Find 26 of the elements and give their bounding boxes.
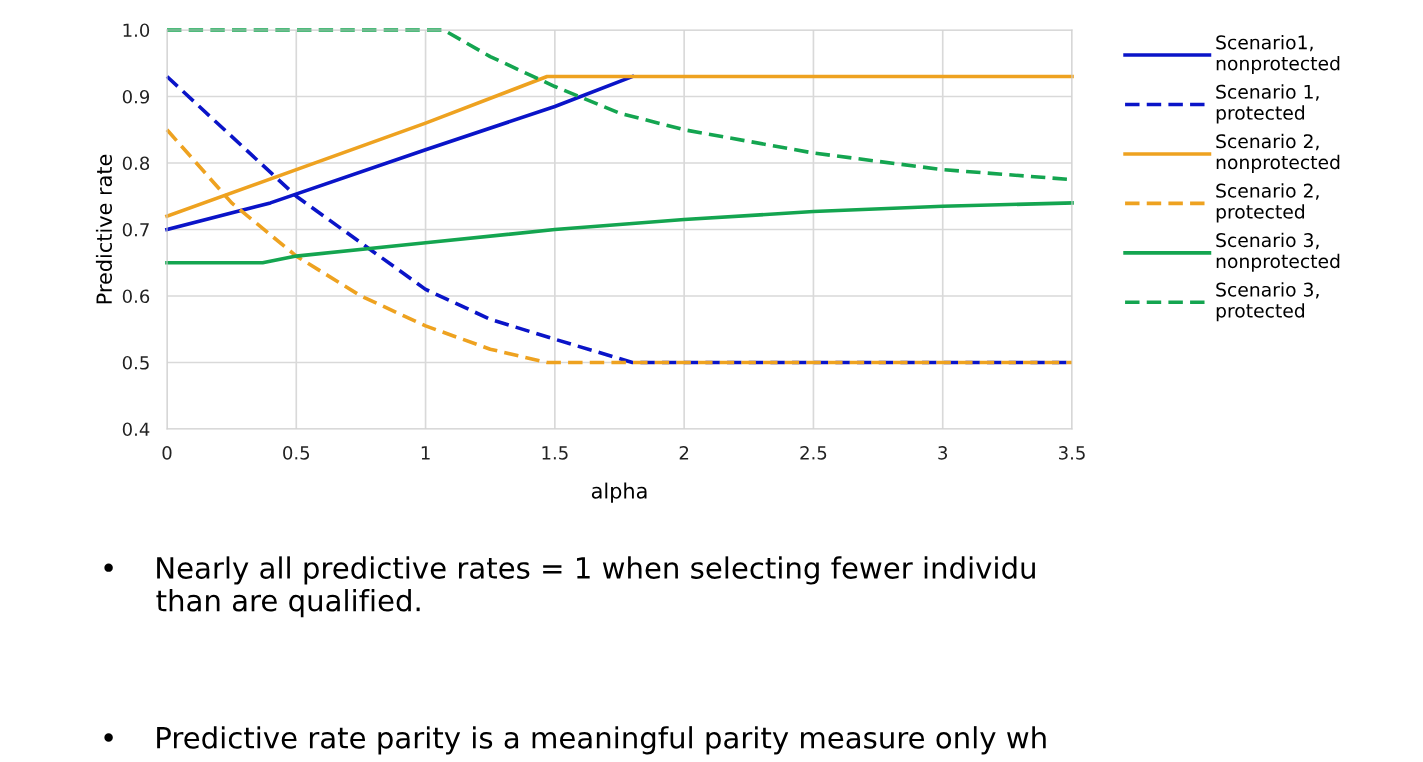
- x-tick-label: 0: [162, 445, 172, 460]
- x-tick-label: 0.5: [283, 445, 310, 460]
- x-tick-label: 3: [938, 445, 948, 460]
- legend-label: Scenario1, nonprotected: [1216, 34, 1340, 75]
- y-tick-label: 0.6: [122, 289, 150, 304]
- y-tick-label: 0.8: [122, 156, 150, 171]
- x-axis-title: alpha: [591, 482, 647, 503]
- y-tick-label: 0.5: [122, 355, 149, 370]
- legend-label: Scenario 1, protected: [1216, 84, 1319, 124]
- x-tick-label: 1.5: [542, 446, 568, 460]
- x-tick-label: 3.5: [1059, 445, 1085, 460]
- x-tick-label: 2: [679, 445, 689, 460]
- y-tick-label: 0.4: [122, 422, 150, 437]
- line-series: [165, 201, 1074, 265]
- x-tick-label: 2.5: [800, 445, 827, 460]
- text: • Nearly all predictive rates = 1 when selecting fewer individu than are qualified.: [104, 556, 1035, 618]
- y-axis-title: Predictive rate: [95, 154, 113, 304]
- x-tick-label: 1: [421, 446, 430, 460]
- legend-label: Scenario 3, nonprotected: [1216, 232, 1340, 272]
- y-tick-label: 0.9: [122, 89, 150, 104]
- legend-label: Scenario 2, protected: [1216, 183, 1319, 223]
- legend-label: Scenario 3, protected: [1216, 282, 1319, 322]
- text: • Predictive rate parity is a meaningful parity measure only wh: [104, 726, 1046, 755]
- legend-label: Scenario 2, nonprotected: [1216, 133, 1340, 173]
- y-tick-label: 1.0: [123, 23, 150, 38]
- y-tick-label: 0.7: [122, 222, 149, 237]
